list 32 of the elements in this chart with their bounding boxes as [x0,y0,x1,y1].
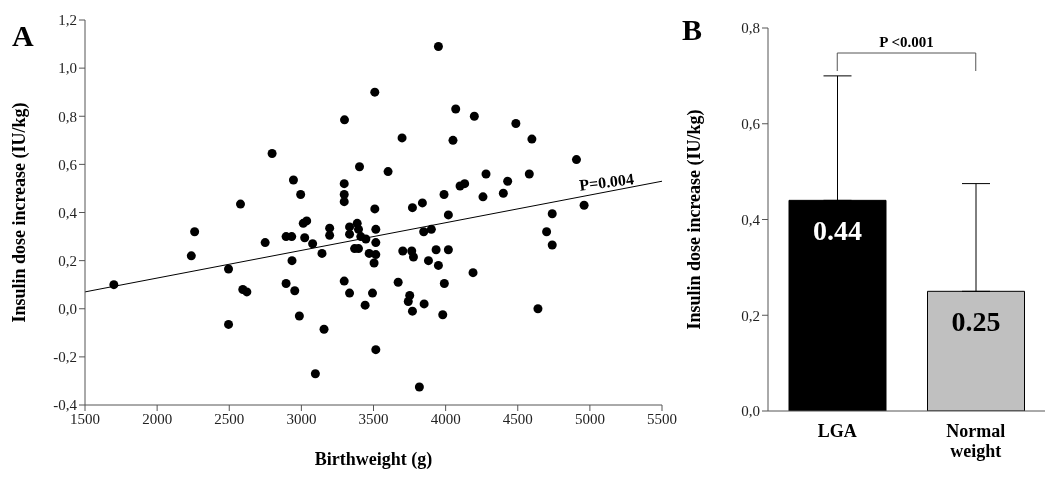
x-tick-label: 2000 [142,410,173,427]
annotation: P <0.001 [879,34,934,50]
x-tick-label: 2500 [214,410,245,427]
data-label: 0.44 [813,215,862,247]
x-tick-label: 4000 [430,410,461,427]
text: B [682,13,703,46]
y-tick-label: 0,2 [58,252,77,269]
y-tick-label: 0,6 [58,156,78,173]
data-label: 0.25 [951,306,1001,338]
y-tick-label: -0,2 [53,349,77,366]
y-tick-label: 1,0 [58,60,77,77]
y-tick-label: 0,6 [741,116,761,133]
x-tick-label: 5000 [574,410,605,427]
x-tick-label: 4500 [502,410,533,427]
x-axis-title: Birthweight (g) [314,449,433,470]
annotation: P=0.004 [578,170,635,194]
y-tick-label: 0,4 [58,204,78,221]
y-tick-label: 0,2 [741,307,760,324]
y-tick-label: 0,0 [58,301,77,318]
y-tick-label: 0,0 [741,403,760,420]
x-tick-label: 5500 [647,410,677,427]
x-tick-label: 3000 [286,410,317,427]
y-tick-label: 0,4 [741,211,761,228]
text: A [12,19,34,52]
x-tick-label: Normal weight [946,421,1006,461]
y-tick-label: 0,8 [58,108,77,125]
y-tick-label: 0,8 [741,20,760,37]
x-tick-label: LGA [817,421,857,441]
x-tick-label: 3500 [358,410,389,427]
y-axis-title: Insulin dose increase (IU/kg) [9,102,31,323]
y-tick-label: 1,2 [58,12,77,29]
y-axis-title: Insulin dose increase (IU/kg) [684,109,706,330]
